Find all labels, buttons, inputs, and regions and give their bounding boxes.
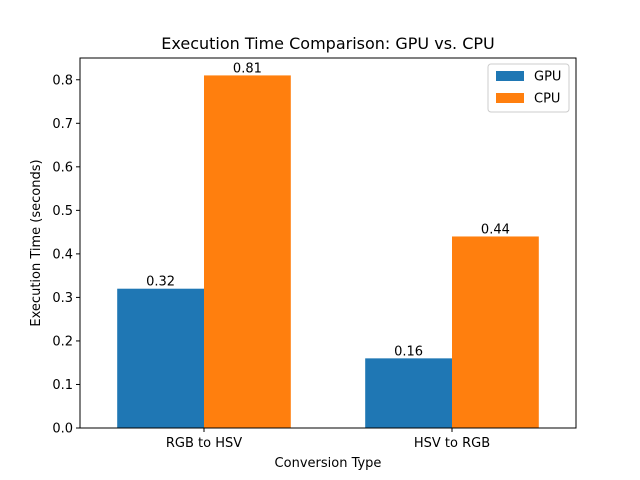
bar-cpu-1 — [452, 236, 539, 428]
legend-label-gpu: GPU — [534, 70, 561, 85]
y-tick-label: 0.3 — [52, 291, 73, 306]
data-label: 0.44 — [481, 222, 510, 237]
legend-label-cpu: CPU — [534, 92, 560, 107]
data-label: 0.81 — [233, 61, 262, 76]
y-axis-label: Execution Time (seconds) — [29, 159, 44, 326]
y-tick-label: 0.8 — [52, 73, 73, 88]
y-tick-label: 0.0 — [52, 422, 73, 437]
y-tick-label: 0.5 — [52, 204, 73, 219]
y-tick-label: 0.1 — [52, 378, 73, 393]
bar-gpu-0 — [117, 288, 204, 428]
axes-frame — [79, 57, 577, 429]
bar-cpu-0 — [204, 75, 291, 428]
y-tick-label: 0.6 — [52, 160, 73, 175]
legend-swatch-gpu — [496, 71, 524, 81]
data-label: 0.32 — [146, 275, 175, 290]
bar-gpu-1 — [365, 358, 452, 428]
y-tick-label: 0.2 — [52, 334, 73, 349]
chart-title: Execution Time Comparison: GPU vs. CPU — [161, 34, 494, 53]
x-tick-label: HSV to RGB — [414, 436, 490, 451]
data-label: 0.16 — [394, 344, 423, 359]
y-tick-label: 0.4 — [52, 247, 73, 262]
plot-area: 0.0 0.1 0.2 0.3 0.4 0.5 0.6 0.7 0.8 RGB to HSV HSV… — [52, 61, 539, 451]
y-tick-label: 0.7 — [52, 117, 73, 132]
legend: GPU CPU — [487, 63, 570, 113]
legend-swatch-cpu — [496, 93, 524, 103]
x-tick-label: RGB to HSV — [166, 436, 242, 451]
x-axis-label: Conversion Type — [275, 456, 382, 471]
